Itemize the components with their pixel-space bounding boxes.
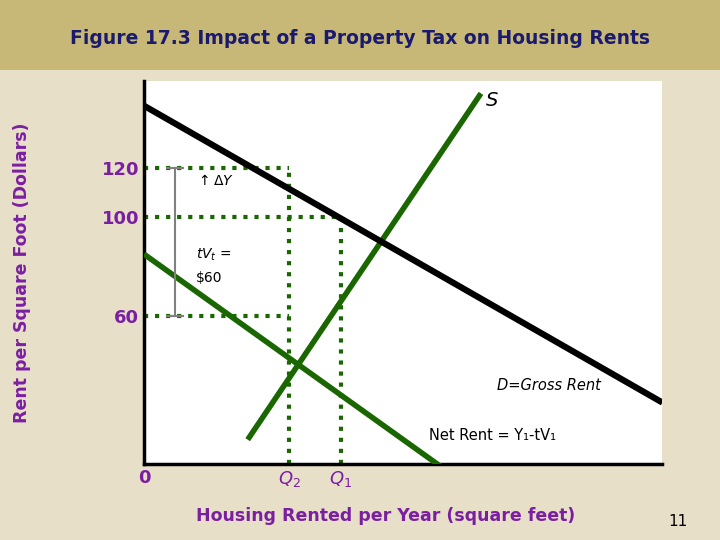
Text: Rent per Square Foot (Dollars): Rent per Square Foot (Dollars) [12,123,31,423]
Text: Housing Rented per Year (square feet): Housing Rented per Year (square feet) [196,507,575,525]
Text: 11: 11 [668,515,688,530]
FancyBboxPatch shape [0,0,720,70]
Text: Net Rent = Y₁-tV₁: Net Rent = Y₁-tV₁ [429,428,556,443]
Text: $60: $60 [196,272,222,286]
Text: $\uparrow \Delta Y$: $\uparrow \Delta Y$ [196,172,234,187]
Text: $tV_t$ =: $tV_t$ = [196,247,232,263]
Text: S: S [486,91,498,110]
Text: Figure 17.3 Impact of a Property Tax on Housing Rents: Figure 17.3 Impact of a Property Tax on … [70,29,650,48]
Text: D=Gross Rent: D=Gross Rent [497,378,600,393]
